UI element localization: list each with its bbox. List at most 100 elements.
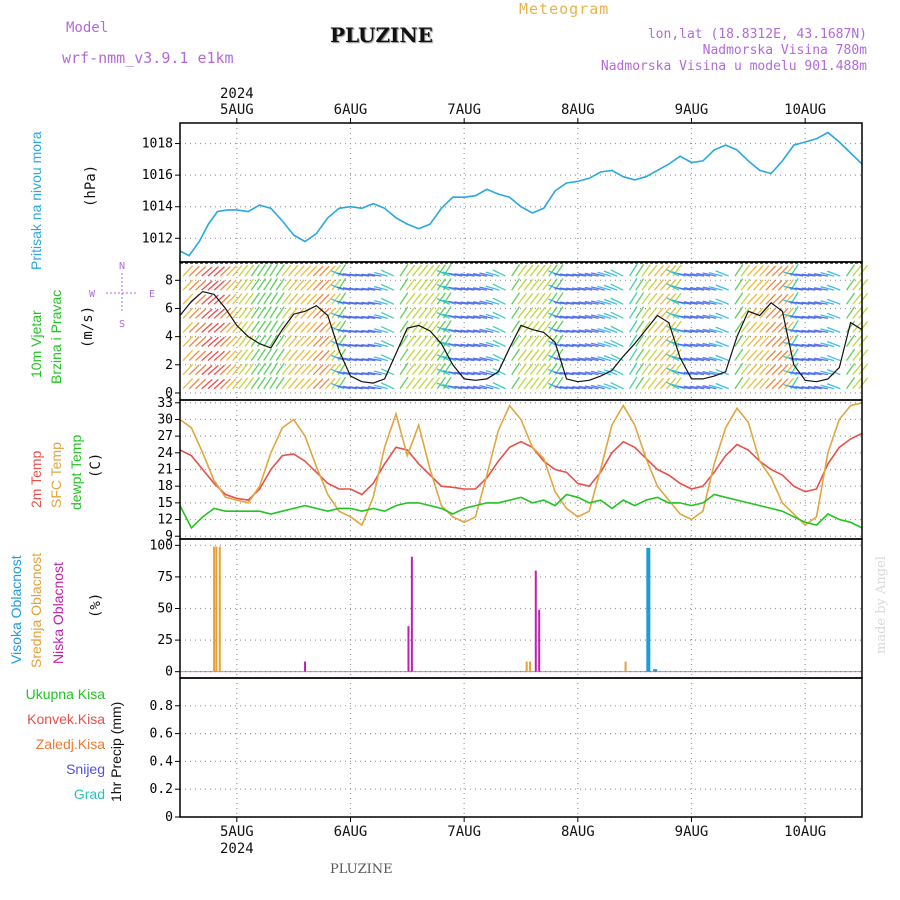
wind-arrow bbox=[715, 354, 729, 362]
wind-arrow bbox=[207, 364, 219, 376]
wind-arrow bbox=[188, 364, 200, 376]
x-date-label-top: 6AUG bbox=[334, 102, 368, 118]
wind-arrow bbox=[690, 287, 705, 291]
wind-arrow bbox=[683, 371, 698, 376]
wind-arrow bbox=[256, 264, 266, 277]
wind-arrow bbox=[647, 306, 658, 319]
wind-arrow bbox=[690, 343, 705, 348]
wind-arrow bbox=[188, 322, 200, 333]
y-tick-label: 6 bbox=[165, 301, 173, 316]
wind-arrow bbox=[565, 273, 580, 277]
wind-arrow bbox=[801, 315, 816, 319]
wind-arrow bbox=[535, 377, 546, 390]
wind-arrow bbox=[523, 264, 534, 277]
wind-arrow bbox=[300, 279, 311, 291]
wind-arrow bbox=[565, 287, 580, 291]
compass-E: E bbox=[149, 289, 155, 300]
wind-arrow bbox=[411, 335, 422, 347]
wind-arrow bbox=[281, 292, 292, 305]
wind-arrow bbox=[553, 385, 568, 390]
y-tick-label: 2 bbox=[165, 358, 173, 373]
wind-arrow bbox=[603, 312, 618, 319]
wind-arrow bbox=[559, 357, 574, 362]
wind-arrow bbox=[207, 336, 219, 347]
wind-arrow bbox=[784, 265, 795, 277]
cloud-bar bbox=[213, 546, 216, 672]
wind-arrow bbox=[325, 321, 336, 333]
wind-arrow bbox=[559, 371, 574, 376]
wind-arrow bbox=[845, 292, 856, 305]
wind-arrow bbox=[565, 329, 580, 334]
wind-arrow bbox=[765, 321, 777, 333]
wind-arrow bbox=[511, 362, 521, 376]
legend-grad: Grad bbox=[73, 786, 105, 802]
wind-arrow bbox=[548, 306, 558, 319]
wind-arrow bbox=[702, 272, 717, 277]
wind-arrow bbox=[479, 385, 494, 390]
y-tick-label: 50 bbox=[157, 602, 173, 617]
wind-arrow bbox=[460, 343, 475, 348]
wind-arrow bbox=[715, 312, 729, 319]
wind-arrow bbox=[584, 357, 599, 362]
wind-arrow bbox=[485, 341, 500, 348]
wind-arrow bbox=[269, 334, 279, 347]
wind-arrow bbox=[765, 293, 777, 305]
wind-arrow bbox=[288, 279, 299, 291]
wind-arrow bbox=[734, 292, 744, 305]
wind-arrow bbox=[578, 329, 593, 334]
wind-arrow bbox=[852, 363, 863, 376]
compass-N: N bbox=[119, 261, 125, 272]
wind-arrow bbox=[418, 335, 429, 347]
wind-arrow bbox=[590, 328, 605, 334]
wind-arrow bbox=[472, 357, 488, 362]
wind-arrow bbox=[405, 306, 416, 319]
wind-arrow bbox=[325, 335, 336, 347]
wind-arrow bbox=[213, 322, 225, 333]
wind-arrow bbox=[294, 293, 305, 305]
wind-arrow bbox=[845, 376, 856, 390]
y-tick-label: 0 bbox=[165, 665, 173, 680]
wind-arrow bbox=[430, 306, 441, 319]
wind-arrow bbox=[281, 363, 292, 376]
wind-arrow bbox=[472, 287, 488, 291]
wind-arrow bbox=[845, 264, 856, 277]
wind-arrow bbox=[777, 378, 789, 390]
wind-arrow bbox=[454, 315, 469, 319]
wind-arrow bbox=[288, 293, 299, 305]
wind-arrow bbox=[418, 363, 429, 376]
wind-arrow bbox=[472, 315, 488, 319]
wind-arrow bbox=[813, 329, 829, 334]
wind-arrow bbox=[660, 279, 671, 291]
wind-arrow bbox=[666, 279, 677, 291]
wind-arrow bbox=[677, 385, 692, 390]
wind-arrow bbox=[529, 278, 540, 291]
wind-arrow bbox=[734, 348, 744, 361]
wind-arrow bbox=[238, 335, 249, 347]
wind-arrow bbox=[232, 279, 243, 291]
wind-arrow bbox=[399, 306, 409, 319]
wind-arrow bbox=[820, 314, 835, 319]
wind-arrow bbox=[300, 363, 311, 376]
wind-arrow bbox=[319, 335, 330, 347]
y-tick-label: 30 bbox=[157, 412, 173, 427]
wind-arrow bbox=[263, 292, 272, 305]
wind-arrow bbox=[306, 335, 318, 347]
wind-arrow bbox=[263, 376, 272, 390]
x-date-label-bottom: 6AUG bbox=[334, 824, 368, 840]
wind-arrow bbox=[597, 328, 612, 334]
y-tick-label: 0.6 bbox=[150, 727, 173, 742]
wind-arrow bbox=[361, 344, 376, 348]
wind-arrow bbox=[466, 301, 481, 305]
wind-arrow bbox=[807, 287, 822, 291]
wind-arrow bbox=[348, 315, 363, 319]
wind-arrow bbox=[232, 363, 243, 376]
wind-arrow bbox=[696, 329, 711, 334]
wind-arrow bbox=[771, 322, 783, 333]
wind-arrow bbox=[355, 386, 370, 390]
wind-arrow bbox=[226, 349, 237, 362]
wind-arrow bbox=[759, 349, 770, 362]
wind-arrow bbox=[472, 371, 488, 376]
wind-arrow bbox=[696, 286, 711, 291]
wind-arrow bbox=[269, 292, 279, 305]
y-tick-label: 0 bbox=[165, 810, 173, 825]
